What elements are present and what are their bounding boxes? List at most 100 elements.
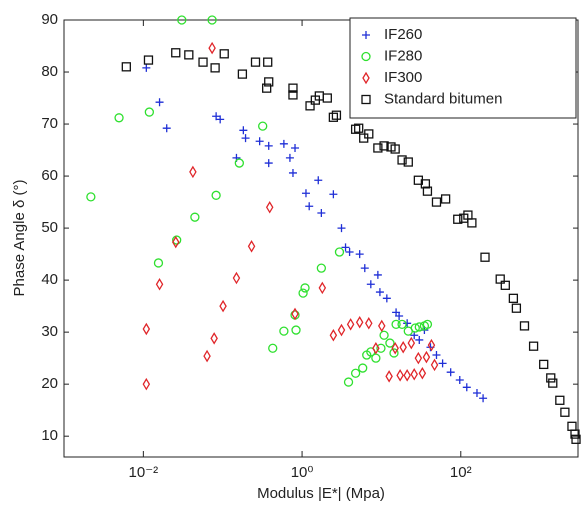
data-point <box>438 359 447 368</box>
data-point <box>279 326 289 336</box>
data-point <box>519 321 530 331</box>
data-point <box>453 214 463 224</box>
data-point <box>546 373 556 383</box>
data-point <box>268 343 278 353</box>
data-point <box>288 83 298 93</box>
data-point <box>410 331 419 340</box>
data-point <box>143 55 154 65</box>
legend-marker <box>362 71 370 85</box>
data-point <box>376 343 386 353</box>
data-point <box>121 62 131 72</box>
data-point <box>403 369 411 382</box>
data-point <box>422 186 433 196</box>
data-point <box>571 434 581 444</box>
legend-marker <box>361 94 371 105</box>
data-point <box>210 63 220 73</box>
data-point <box>390 144 400 154</box>
data-point <box>329 190 338 199</box>
data-point <box>391 342 399 355</box>
data-point <box>258 121 268 131</box>
data-point <box>407 336 416 350</box>
data-point <box>142 377 151 391</box>
y-tick-label: 50 <box>41 219 58 236</box>
data-point <box>528 341 539 351</box>
data-point <box>365 317 373 330</box>
data-point <box>382 294 391 303</box>
y-tick-label: 30 <box>41 323 58 340</box>
data-point <box>212 112 221 121</box>
x-tick-label: 10⁰ <box>291 464 314 481</box>
data-point <box>291 325 301 335</box>
data-point <box>508 293 519 303</box>
data-point <box>360 264 369 273</box>
data-point <box>343 377 354 387</box>
data-point <box>250 57 261 67</box>
data-point <box>177 15 187 25</box>
data-point <box>314 176 323 185</box>
data-point <box>495 274 505 284</box>
y-tick-label: 10 <box>41 427 58 444</box>
data-point <box>288 90 298 100</box>
data-point <box>142 322 151 336</box>
data-point <box>298 288 308 298</box>
data-point <box>345 248 354 257</box>
data-point <box>264 77 274 87</box>
data-point <box>153 258 164 268</box>
data-point <box>446 368 455 377</box>
data-point <box>396 369 404 382</box>
data-point <box>379 330 389 340</box>
data-point <box>355 250 364 259</box>
data-point <box>171 235 180 249</box>
data-point <box>247 240 256 253</box>
data-point <box>399 340 407 354</box>
data-point <box>234 158 244 168</box>
data-point <box>172 235 182 245</box>
data-point <box>318 281 327 295</box>
data-point <box>184 50 194 60</box>
data-point <box>410 323 420 333</box>
data-point <box>539 359 549 370</box>
data-point <box>239 126 248 135</box>
data-point <box>414 322 424 332</box>
data-point <box>354 123 364 133</box>
data-point <box>241 134 250 143</box>
data-point <box>410 368 418 381</box>
data-point <box>210 332 218 345</box>
data-point <box>373 270 382 279</box>
data-point <box>198 57 208 67</box>
data-point <box>415 335 424 344</box>
data-point <box>264 159 273 168</box>
data-point <box>403 157 413 167</box>
data-point <box>219 49 229 59</box>
data-point <box>570 429 580 439</box>
data-point <box>395 312 404 321</box>
data-point <box>216 115 225 124</box>
data-point <box>420 179 431 189</box>
data-point <box>511 303 522 313</box>
data-point <box>142 63 151 72</box>
data-point <box>372 342 380 355</box>
data-point <box>300 283 310 293</box>
data-point <box>263 57 273 67</box>
data-point <box>265 201 274 214</box>
data-point <box>373 143 383 153</box>
data-point <box>500 280 510 290</box>
data-point <box>431 197 442 207</box>
legend-marker <box>362 31 370 39</box>
data-point <box>385 338 395 348</box>
x-tick-label: 10² <box>450 464 472 481</box>
data-point <box>301 189 310 198</box>
data-point <box>418 366 427 380</box>
data-point <box>329 329 338 342</box>
data-point <box>350 368 361 378</box>
data-point <box>232 271 241 285</box>
x-axis-label: Modulus |E*| (Mpa) <box>257 485 385 502</box>
data-point <box>430 358 439 372</box>
y-tick-label: 60 <box>41 167 58 184</box>
data-point <box>432 351 441 360</box>
legend-label: IF260 <box>384 26 422 43</box>
data-point <box>414 351 423 365</box>
data-point <box>291 307 299 321</box>
data-point <box>385 370 393 383</box>
